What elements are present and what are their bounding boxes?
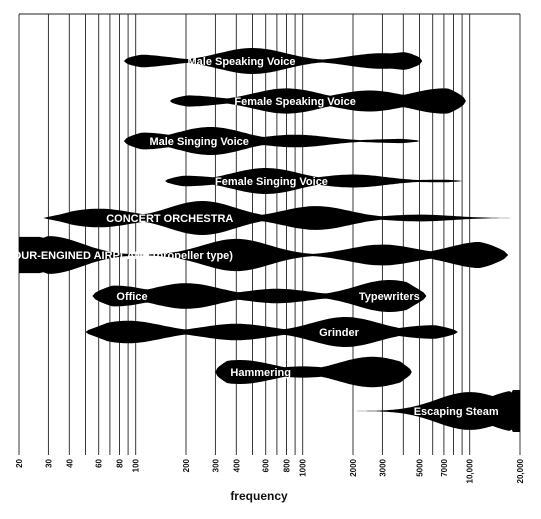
tick-label-300: 300 bbox=[211, 458, 220, 472]
tick-label-100: 100 bbox=[132, 458, 141, 472]
tick-label-20: 20 bbox=[15, 458, 24, 467]
tick-label-3000: 3000 bbox=[378, 458, 387, 476]
band-label-female-singing-voice: Female Singing Voice bbox=[215, 176, 328, 188]
tick-label-5000: 5000 bbox=[416, 458, 425, 476]
tick-label-10000: 10,000 bbox=[466, 458, 475, 483]
tick-label-400: 400 bbox=[232, 458, 241, 472]
band-male-speaking-voice bbox=[123, 48, 423, 74]
band-escaping-steam bbox=[349, 390, 520, 432]
frequency-tick-labels: 20 30 40 60 80 100 200 300 400 600 800 1000 2000 3000… bbox=[15, 458, 525, 483]
band-label-escaping-steam: Escaping Steam bbox=[414, 406, 499, 418]
tick-label-800: 800 bbox=[283, 458, 292, 472]
band-concert-orchestra bbox=[43, 201, 521, 235]
band-label-hammering: Hammering bbox=[230, 367, 291, 379]
tick-label-600: 600 bbox=[262, 458, 271, 472]
band-female-singing-voice bbox=[165, 168, 463, 194]
band-label-concert-orchestra: CONCERT ORCHESTRA bbox=[106, 213, 233, 225]
x-axis-title: frequency bbox=[230, 489, 288, 503]
band-label-four-engined-airplane-propeller-type: FOUR-ENGINED AIRPLANE (propeller type) bbox=[6, 250, 233, 262]
band-label-grinder: Grinder bbox=[319, 327, 359, 339]
tick-label-30: 30 bbox=[44, 458, 53, 467]
tick-label-7000: 7000 bbox=[440, 458, 449, 476]
band-label-male-singing-voice: Male Singing Voice bbox=[149, 136, 248, 148]
band-hammering bbox=[215, 356, 412, 388]
band-grinder bbox=[85, 317, 458, 347]
tick-label-80: 80 bbox=[116, 458, 125, 467]
band-label-male-speaking-voice: Male Speaking Voice bbox=[187, 56, 295, 68]
tick-label-20000: 20,000 bbox=[516, 458, 525, 483]
band-office-typewriters bbox=[92, 280, 427, 312]
band-four-engined-airplane-propeller-type bbox=[19, 236, 509, 274]
tick-label-1000: 1000 bbox=[299, 458, 308, 476]
frequency-gridlines bbox=[18, 13, 521, 455]
band-female-speaking-voice bbox=[169, 88, 467, 114]
band-label-office-typewriters-1: Office bbox=[116, 291, 147, 303]
tick-label-200: 200 bbox=[182, 458, 191, 472]
tick-label-2000: 2000 bbox=[349, 458, 358, 476]
tick-label-40: 40 bbox=[65, 458, 74, 467]
band-male-singing-voice bbox=[123, 127, 420, 155]
band-label-female-speaking-voice: Female Speaking Voice bbox=[234, 96, 355, 108]
tick-label-60: 60 bbox=[95, 458, 104, 467]
sound-source-bands: Male Speaking Voice Female Speaking Voice… bbox=[6, 48, 521, 432]
band-label-office-typewriters-2: Typewriters bbox=[359, 291, 420, 303]
